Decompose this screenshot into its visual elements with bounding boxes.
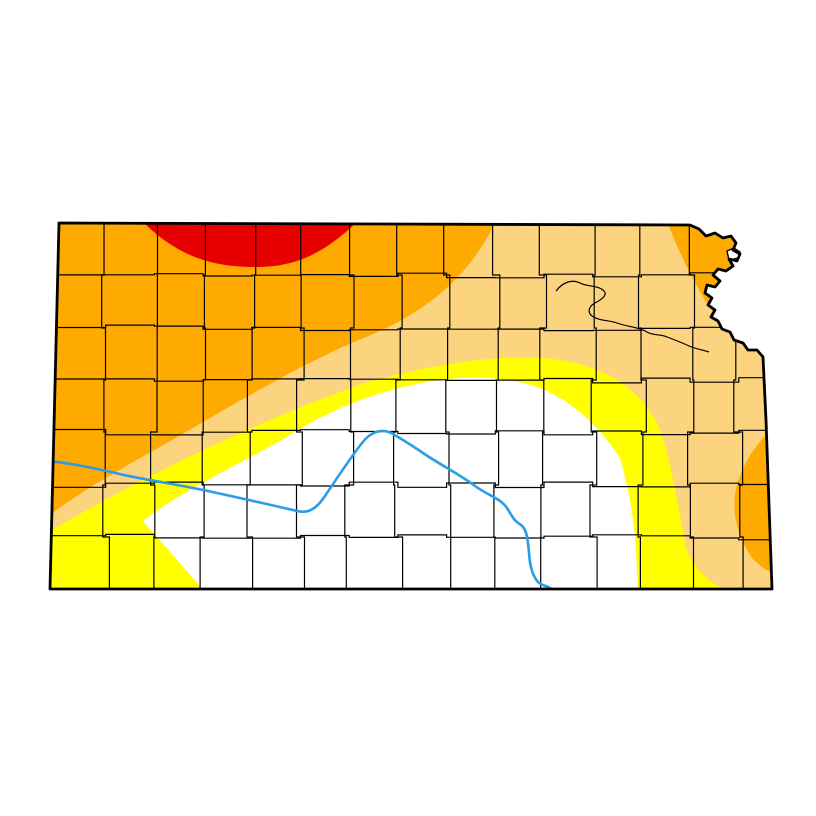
county-boundary-line — [50, 481, 772, 489]
county-boundary-line — [637, 223, 647, 589]
county-boundary-line — [443, 223, 452, 589]
county-boundary-line — [50, 377, 772, 384]
drought-region-none-central — [143, 377, 638, 589]
arkansas-river — [50, 429, 555, 589]
county-grid — [50, 223, 772, 589]
county-boundary-line — [50, 428, 772, 436]
state-border — [48, 221, 774, 591]
kansas-river-county-boundary — [555, 280, 710, 353]
county-boundary-line — [50, 272, 772, 279]
county-boundary-line — [101, 223, 110, 589]
county-boundary-line — [50, 533, 772, 541]
drought-region-d3-north — [140, 223, 360, 267]
drought-region-d2-northwest — [50, 223, 497, 519]
county-boundary-line — [295, 223, 306, 589]
county-boundary-line — [50, 324, 772, 332]
county-boundary-line — [687, 223, 696, 589]
county-boundary-line — [589, 223, 598, 589]
